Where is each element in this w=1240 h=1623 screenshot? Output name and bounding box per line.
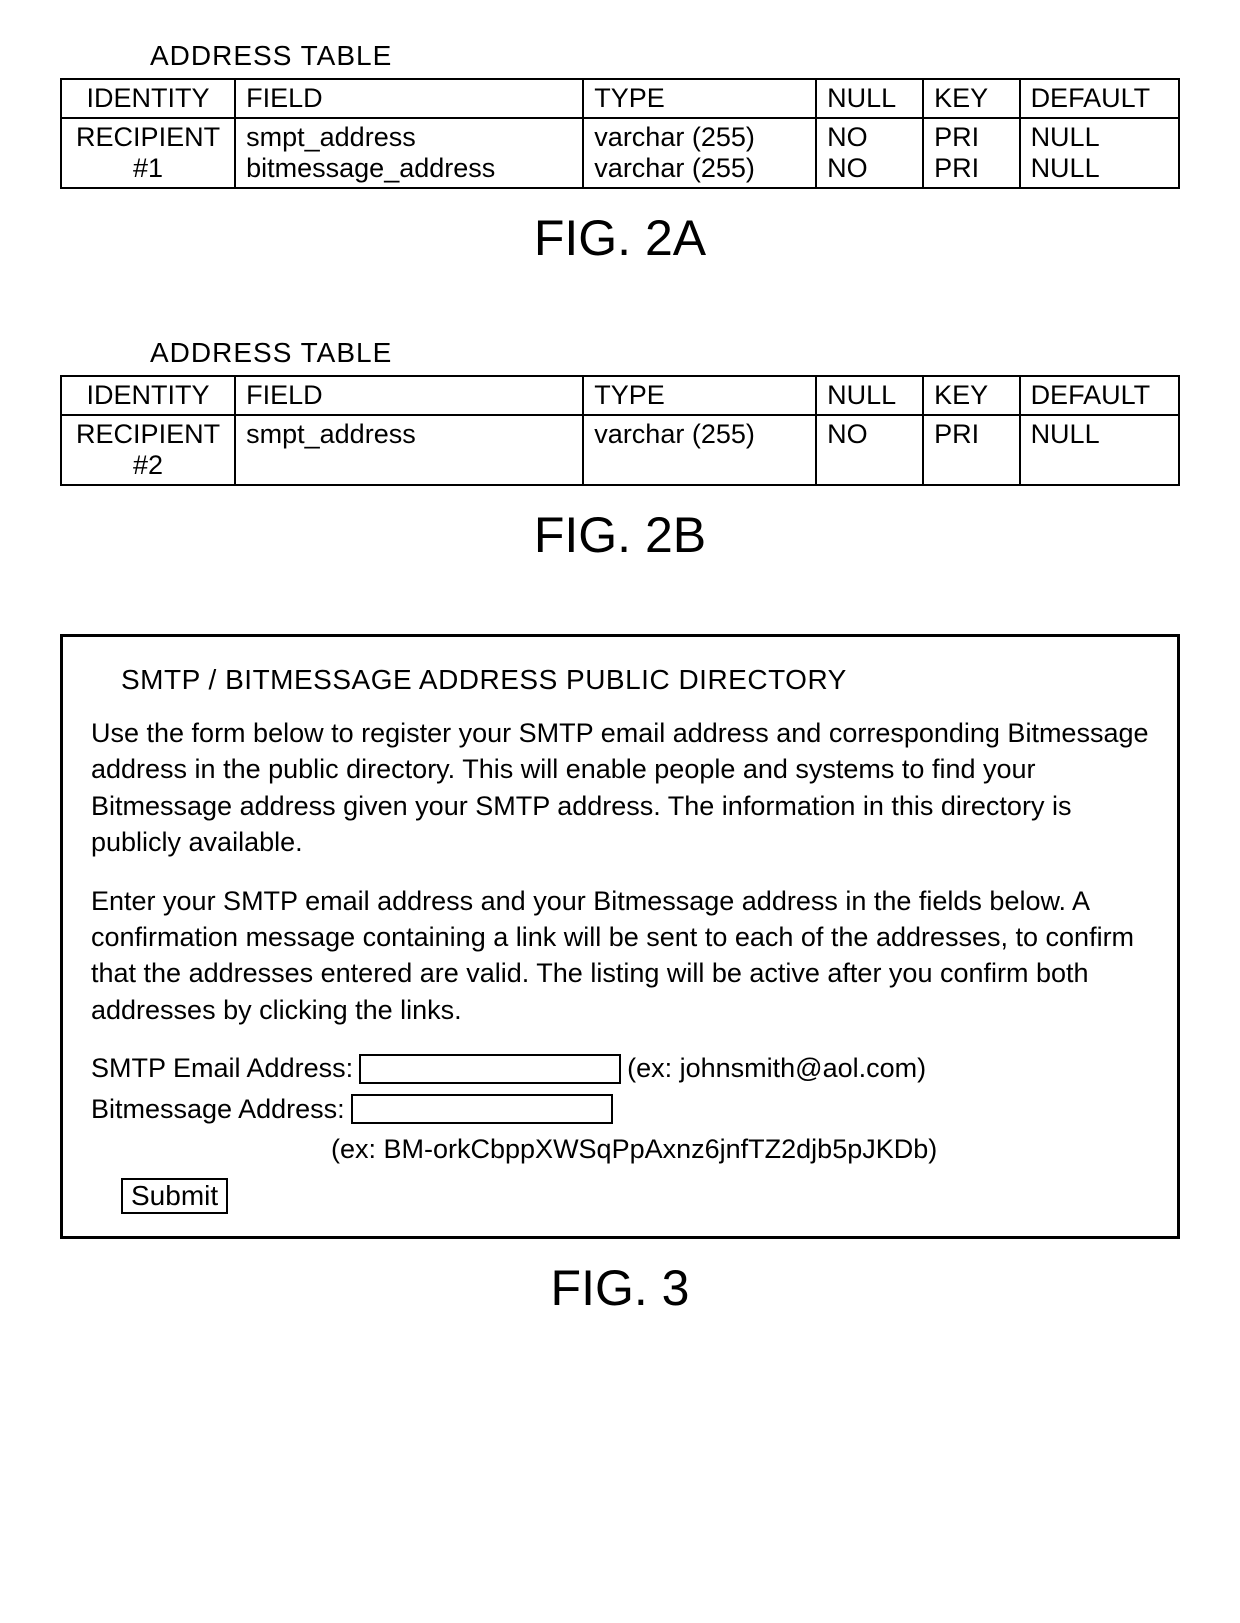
th-type: TYPE [583, 376, 816, 415]
th-null: NULL [816, 79, 923, 118]
td-field: smpt_address bitmessage_address [235, 118, 583, 188]
th-field: FIELD [235, 376, 583, 415]
td-default: NULL NULL [1020, 118, 1179, 188]
th-default: DEFAULT [1020, 79, 1179, 118]
td-type: varchar (255) varchar (255) [583, 118, 816, 188]
table-row: RECIPIENT#2 smpt_address varchar (255) N… [61, 415, 1179, 485]
smtp-input[interactable] [359, 1054, 621, 1084]
td-field: smpt_address [235, 415, 583, 485]
table-title-2a: ADDRESS TABLE [150, 40, 1180, 72]
th-identity: IDENTITY [61, 376, 235, 415]
td-identity: RECIPIENT#1 [61, 118, 235, 188]
td-key: PRI [923, 415, 1019, 485]
td-default: NULL [1020, 415, 1179, 485]
th-null: NULL [816, 376, 923, 415]
td-null: NO [816, 415, 923, 485]
th-default: DEFAULT [1020, 376, 1179, 415]
td-identity: RECIPIENT#2 [61, 415, 235, 485]
bitmessage-label: Bitmessage Address: [91, 1091, 345, 1127]
th-type: TYPE [583, 79, 816, 118]
table-title-2b: ADDRESS TABLE [150, 337, 1180, 369]
address-table-2a: IDENTITY FIELD TYPE NULL KEY DEFAULT REC… [60, 78, 1180, 189]
smtp-field-row: SMTP Email Address: (ex: johnsmith@aol.c… [91, 1050, 1149, 1086]
bitmessage-hint: (ex: BM-orkCbppXWSqPpAxnz6jnfTZ2djb5pJKD… [331, 1131, 1149, 1167]
th-key: KEY [923, 79, 1019, 118]
table-header-row: IDENTITY FIELD TYPE NULL KEY DEFAULT [61, 376, 1179, 415]
table-row: RECIPIENT#1 smpt_address bitmessage_addr… [61, 118, 1179, 188]
td-null: NO NO [816, 118, 923, 188]
smtp-label: SMTP Email Address: [91, 1050, 353, 1086]
figure-caption-2b: FIG. 2B [60, 506, 1180, 564]
th-identity: IDENTITY [61, 79, 235, 118]
submit-button[interactable]: Submit [121, 1178, 228, 1214]
td-type: varchar (255) [583, 415, 816, 485]
figure-caption-3: FIG. 3 [60, 1259, 1180, 1317]
form-paragraph-1: Use the form below to register your SMTP… [91, 715, 1149, 861]
td-key: PRI PRI [923, 118, 1019, 188]
form-title: SMTP / BITMESSAGE ADDRESS PUBLIC DIRECTO… [121, 661, 1149, 699]
directory-form-box: SMTP / BITMESSAGE ADDRESS PUBLIC DIRECTO… [60, 634, 1180, 1239]
bitmessage-field-row: Bitmessage Address: [91, 1091, 1149, 1127]
address-table-2b: IDENTITY FIELD TYPE NULL KEY DEFAULT REC… [60, 375, 1180, 486]
th-field: FIELD [235, 79, 583, 118]
th-key: KEY [923, 376, 1019, 415]
bitmessage-input[interactable] [351, 1094, 613, 1124]
form-paragraph-2: Enter your SMTP email address and your B… [91, 883, 1149, 1029]
table-header-row: IDENTITY FIELD TYPE NULL KEY DEFAULT [61, 79, 1179, 118]
figure-caption-2a: FIG. 2A [60, 209, 1180, 267]
smtp-hint: (ex: johnsmith@aol.com) [627, 1050, 926, 1086]
